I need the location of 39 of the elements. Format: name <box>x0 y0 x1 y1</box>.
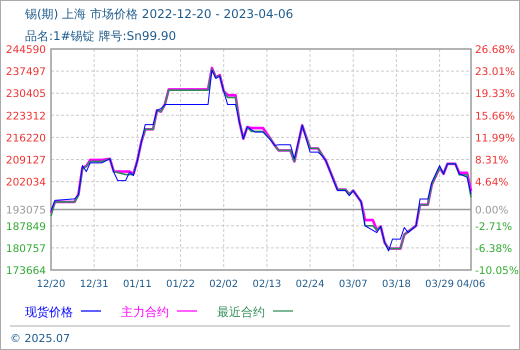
y2-tick-label: 0.00% <box>475 204 508 217</box>
y-tick-label: 202034 <box>6 176 46 189</box>
x-tick-label: 02/02 <box>209 279 238 290</box>
y-tick-label: 193075 <box>6 204 46 217</box>
y2-tick-label: 15.66% <box>475 110 516 122</box>
legend-label: 最近合约 <box>217 305 265 319</box>
y2-tick-label: 19.33% <box>475 88 516 100</box>
legend-label: 现货价格 <box>25 305 73 319</box>
chart-subtitle: 品名:1#锡锭 牌号:Sn99.90 <box>25 29 176 43</box>
y-tick-label: 173664 <box>6 265 46 277</box>
x-tick-label: 01/22 <box>166 279 195 290</box>
x-tick-label: 12/20 <box>36 279 66 290</box>
y2-tick-label: 11.99% <box>475 132 516 144</box>
x-tick-label: 01/11 <box>122 279 152 290</box>
y-tick-label: 237497 <box>6 66 46 78</box>
x-tick-label: 03/29 <box>425 279 454 290</box>
legend-label: 主力合约 <box>121 305 169 319</box>
y-tick-label: 216220 <box>6 132 46 144</box>
x-tick-label: 12/31 <box>80 279 109 290</box>
y2-tick-label: 8.31% <box>475 154 508 167</box>
y2-tick-label: 4.64% <box>475 176 508 189</box>
x-tick-label: 02/13 <box>252 279 282 290</box>
x-tick-label: 04/06 <box>456 279 486 290</box>
y2-tick-label: -6.38% <box>475 242 512 255</box>
x-tick-label: 03/07 <box>338 279 368 290</box>
text: © 2025.07 <box>10 332 70 345</box>
y2-tick-label: -10.05% <box>475 265 519 277</box>
y-tick-label: 180757 <box>6 242 46 255</box>
y2-tick-label: 23.01% <box>475 66 516 78</box>
x-tick-label: 03/18 <box>382 279 411 290</box>
y-tick-label: 223312 <box>6 110 46 122</box>
y2-tick-label: -2.71% <box>475 220 512 233</box>
x-tick-label: 02/24 <box>296 279 324 290</box>
y2-tick-label: 26.68% <box>475 44 516 56</box>
y-tick-label: 230405 <box>6 88 46 100</box>
y-tick-label: 209127 <box>6 154 46 166</box>
chart-title: 锡(期) 上海 市场价格 2022-12-20 - 2023-04-06 <box>24 7 294 21</box>
y-tick-label: 187849 <box>6 220 46 233</box>
y-tick-label: 244590 <box>6 44 46 56</box>
